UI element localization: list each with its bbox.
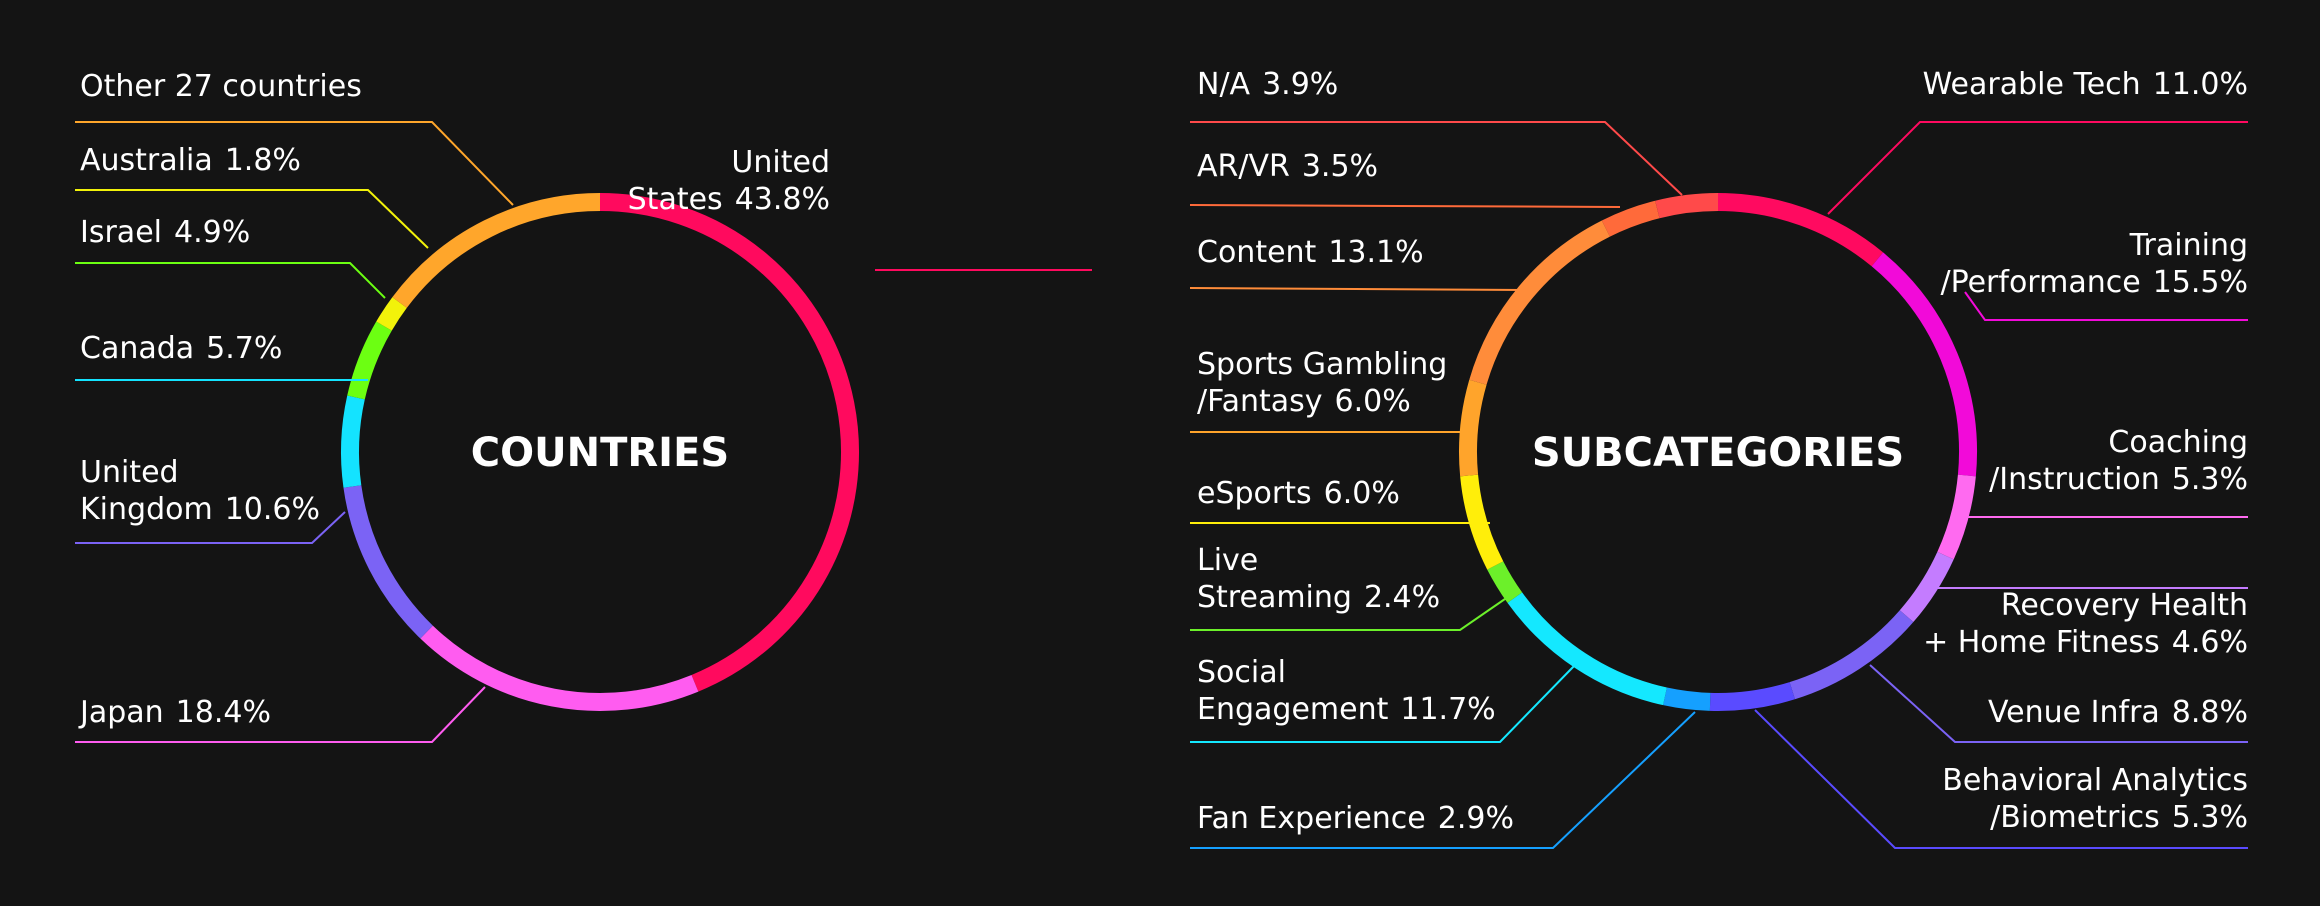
slice-label: Recovery Health [2001,588,2248,623]
slice-label: Coaching [2108,425,2248,460]
slice-label-line: Kingdom 10.6% [80,492,320,527]
slice-value-label: 3.9% [1262,67,1338,102]
leader-line-fan-experience [1190,711,1696,849]
slice-label: N/A 3.9% [1197,67,1338,102]
slice-label: Israel 4.9% [80,215,250,250]
slice-label-line: States 43.8% [628,182,830,217]
slice-live-streaming [1487,561,1523,603]
slice-training-performance [1871,252,1977,477]
slice-recovery-health-home-fitness [1899,551,1954,623]
slice-value-label: 5.7% [206,331,282,366]
slice-label: Social [1197,655,1286,690]
slice-united-kingdom [343,485,433,639]
slice-label: Australia 1.8% [80,143,301,178]
slice-label: Wearable Tech 11.0% [1923,67,2248,102]
slice-japan [420,625,699,711]
slice-label: Fan Experience 2.9% [1197,801,1514,836]
slice-value-label: 10.6% [225,492,320,527]
slice-value-label: 8.8% [2172,695,2248,730]
slice-other-27-countries [392,193,601,308]
leader-line-australia [75,189,429,249]
leader-line-israel [75,262,386,299]
leader-line-n-a [1190,121,1683,196]
slice-australia [376,297,407,331]
leader-line-training-performance [1964,291,2248,321]
slice-label: Live [1197,543,1258,578]
slice-value-label: 11.0% [2153,67,2248,102]
slice-venue-infra [1789,610,1914,700]
center-title: SUBCATEGORIES [1532,430,1904,476]
slice-label: Training [2129,228,2248,263]
slice-israel [347,321,392,400]
slice-social-engagement [1507,592,1667,706]
leader-line-live-streaming [1190,589,1519,631]
slice-value-label: 13.1% [1328,235,1423,270]
slice-value-label: 1.8% [225,143,301,178]
slice-behavioral-analytics-biometrics [1709,682,1795,711]
slice-label-line: /Fantasy 6.0% [1197,384,1411,419]
slice-value-label: 6.0% [1335,384,1411,419]
slice-label-line: + Home Fitness 4.6% [1923,625,2248,660]
leader-line-ar-vr [1189,204,1621,208]
slice-value-label: 15.5% [2153,265,2248,300]
slice-label: Other 27 countries [80,69,362,104]
slice-label: Canada 5.7% [80,331,282,366]
slice-value-label: 18.4% [176,695,271,730]
slice-value-label: 4.6% [2172,625,2248,660]
slice-content [1469,220,1610,385]
slice-label-line: /Performance 15.5% [1940,265,2248,300]
slice-value-label: 5.3% [2172,462,2248,497]
leader-line-united-kingdom [75,511,346,544]
slice-value-label: 11.7% [1400,692,1495,727]
slice-label: Sports Gambling [1197,347,1447,382]
center-title: COUNTRIES [471,430,729,476]
slice-label: Behavioral Analytics [1942,763,2248,798]
slice-value-label: 3.5% [1302,149,1378,184]
leader-line-social-engagement [1190,664,1576,743]
slice-esports [1460,474,1504,570]
slice-label: AR/VR 3.5% [1197,149,1378,184]
slice-value-label: 6.0% [1324,476,1400,511]
slice-united-states [599,193,859,692]
slice-label: Venue Infra 8.8% [1988,695,2248,730]
leader-line-venue-infra [1869,664,2248,743]
slice-label: Content 13.1% [1197,235,1424,270]
slice-sports-gambling-fantasy [1459,379,1487,477]
slice-label: Japan 18.4% [78,695,271,730]
leader-line-other-27-countries [75,121,514,206]
slice-value-label: 2.9% [1438,801,1514,836]
slice-coaching-instruction [1937,474,1976,560]
slice-label-line: /Instruction 5.3% [1989,462,2248,497]
slice-value-label: 2.4% [1364,580,1440,615]
slice-label-line: /Biometrics 5.3% [1990,800,2248,835]
slice-value-label: 5.3% [2172,800,2248,835]
slice-ar-vr [1601,200,1660,237]
slice-label: United [731,145,830,180]
slice-label-line: Streaming 2.4% [1197,580,1440,615]
leader-line-japan [75,686,486,743]
leader-line-content [1189,287,1531,291]
slice-label-line: Engagement 11.7% [1197,692,1496,727]
slice-label: eSports 6.0% [1197,476,1400,511]
slice-canada [341,395,365,488]
slice-value-label: 43.8% [735,182,830,217]
slice-fan-experience [1663,687,1711,711]
slice-value-label: 4.9% [174,215,250,250]
slice-n-a [1655,193,1719,219]
slice-wearable-tech [1717,193,1884,267]
slice-label: United [80,455,179,490]
leader-line-wearable-tech [1827,121,2248,215]
leader-line-behavioral-analytics-biometrics [1754,709,2248,849]
